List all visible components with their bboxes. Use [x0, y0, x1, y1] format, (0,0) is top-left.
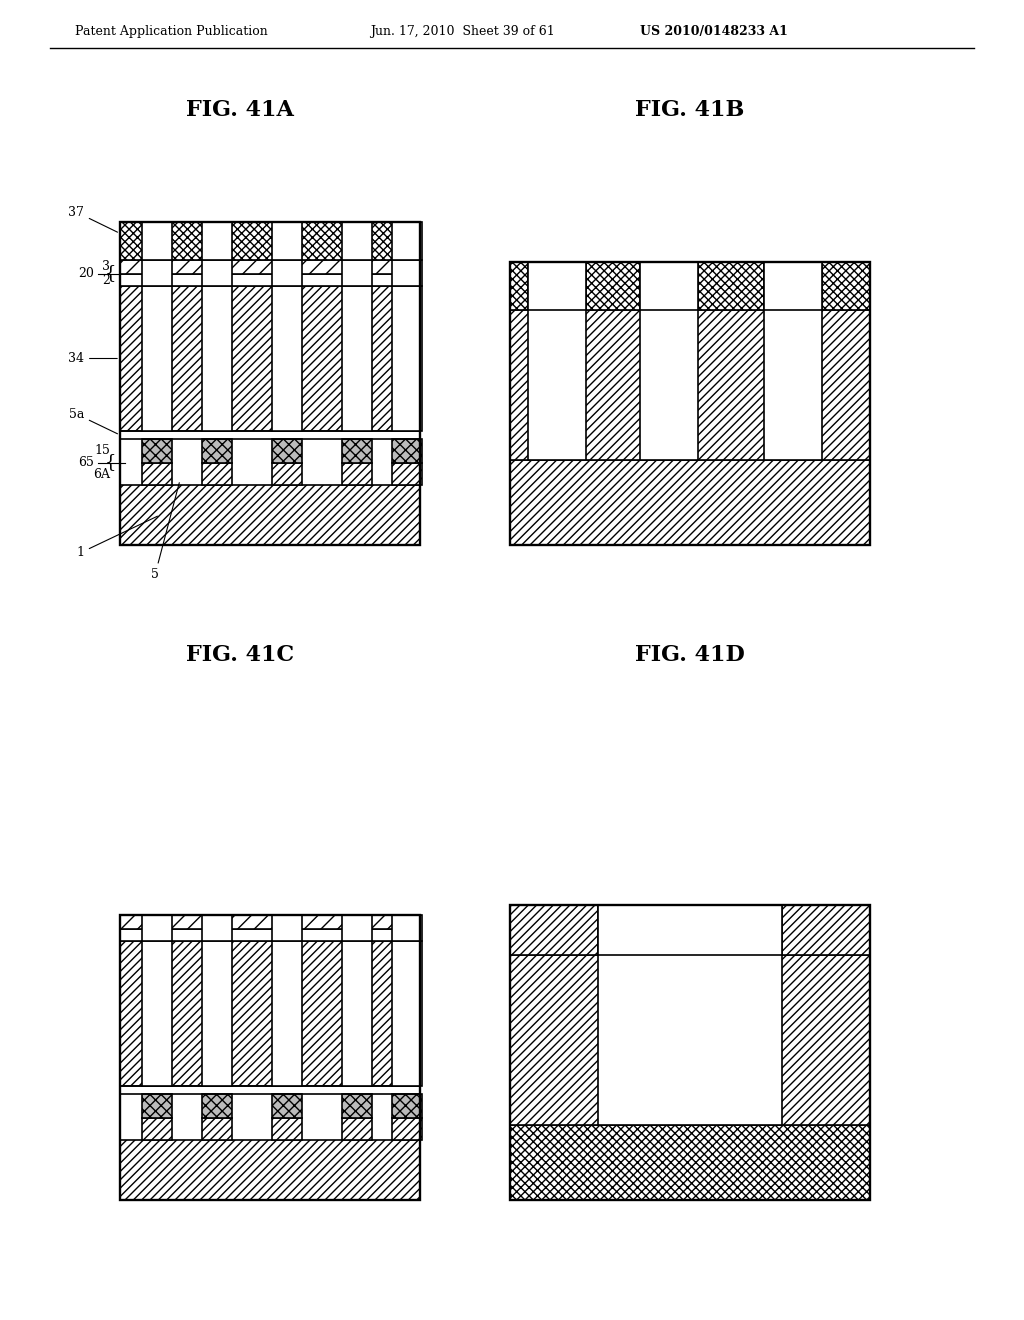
Bar — [342, 222, 372, 260]
Bar — [272, 915, 302, 941]
Text: {: { — [104, 264, 116, 282]
Bar — [120, 222, 420, 260]
Bar — [120, 484, 420, 545]
Bar — [272, 286, 302, 432]
Text: 6A: 6A — [93, 467, 110, 480]
Text: 3: 3 — [102, 260, 110, 273]
Text: 34: 34 — [68, 352, 117, 366]
Bar — [598, 906, 782, 1125]
Bar — [142, 941, 172, 1086]
Bar — [120, 929, 420, 941]
Bar — [142, 1094, 172, 1118]
Bar — [202, 1118, 232, 1140]
Text: FIG. 41D: FIG. 41D — [635, 644, 744, 667]
Text: {: { — [104, 454, 116, 471]
Bar — [142, 222, 172, 260]
Text: FIG. 41B: FIG. 41B — [635, 99, 744, 121]
Bar — [528, 261, 586, 459]
Bar — [392, 286, 422, 432]
Bar — [272, 440, 302, 463]
Bar — [202, 260, 232, 286]
Bar — [392, 1094, 422, 1118]
Text: 65: 65 — [78, 455, 94, 469]
Bar — [510, 906, 870, 1200]
Text: 5: 5 — [152, 483, 179, 582]
Bar — [272, 1094, 302, 1118]
Bar — [342, 1094, 372, 1118]
Text: 15: 15 — [94, 445, 110, 458]
Bar — [342, 915, 372, 941]
Text: Patent Application Publication: Patent Application Publication — [75, 25, 267, 38]
Bar — [510, 906, 870, 954]
Bar — [272, 1118, 302, 1140]
Bar — [392, 222, 422, 260]
Bar — [272, 222, 302, 260]
Bar — [764, 261, 822, 459]
Bar — [510, 261, 870, 545]
Bar — [272, 463, 302, 484]
Bar — [510, 261, 870, 310]
Text: Jun. 17, 2010  Sheet 39 of 61: Jun. 17, 2010 Sheet 39 of 61 — [370, 25, 555, 38]
Bar — [342, 260, 372, 286]
Bar — [142, 440, 172, 463]
Bar — [142, 915, 172, 941]
Bar — [640, 261, 698, 459]
Bar — [120, 1140, 420, 1200]
Bar — [342, 286, 372, 432]
Text: FIG. 41A: FIG. 41A — [186, 99, 294, 121]
Bar — [764, 261, 822, 310]
Bar — [392, 1118, 422, 1140]
Bar — [510, 459, 870, 545]
Bar — [120, 286, 420, 432]
Bar — [392, 260, 422, 286]
Bar — [392, 941, 422, 1086]
Bar — [342, 941, 372, 1086]
Bar — [202, 915, 232, 941]
Text: FIG. 41C: FIG. 41C — [186, 644, 294, 667]
Bar — [202, 286, 232, 432]
Bar — [202, 941, 232, 1086]
Bar — [120, 915, 420, 1200]
Bar — [120, 260, 420, 275]
Bar — [202, 440, 232, 463]
Bar — [640, 261, 698, 310]
Bar — [142, 286, 172, 432]
Bar — [142, 1118, 172, 1140]
Text: 2: 2 — [102, 273, 110, 286]
Bar — [510, 954, 870, 1125]
Bar — [202, 222, 232, 260]
Bar — [342, 440, 372, 463]
Bar — [272, 941, 302, 1086]
Bar — [202, 463, 232, 484]
Bar — [528, 261, 586, 310]
Bar — [142, 463, 172, 484]
Bar — [392, 463, 422, 484]
Text: US 2010/0148233 A1: US 2010/0148233 A1 — [640, 25, 787, 38]
Bar — [392, 440, 422, 463]
Text: 20: 20 — [78, 267, 94, 280]
Text: 1: 1 — [76, 516, 158, 560]
Bar — [342, 463, 372, 484]
Bar — [272, 260, 302, 286]
Bar — [120, 915, 420, 929]
Text: 5a: 5a — [69, 408, 118, 434]
Bar — [120, 941, 420, 1086]
Bar — [510, 310, 870, 459]
Bar — [598, 906, 782, 954]
Bar — [120, 222, 420, 545]
Bar — [120, 275, 420, 286]
Text: 37: 37 — [69, 206, 118, 232]
Bar — [342, 1118, 372, 1140]
Bar — [392, 915, 422, 941]
Bar — [142, 260, 172, 286]
Bar — [202, 1094, 232, 1118]
Bar — [510, 1125, 870, 1200]
